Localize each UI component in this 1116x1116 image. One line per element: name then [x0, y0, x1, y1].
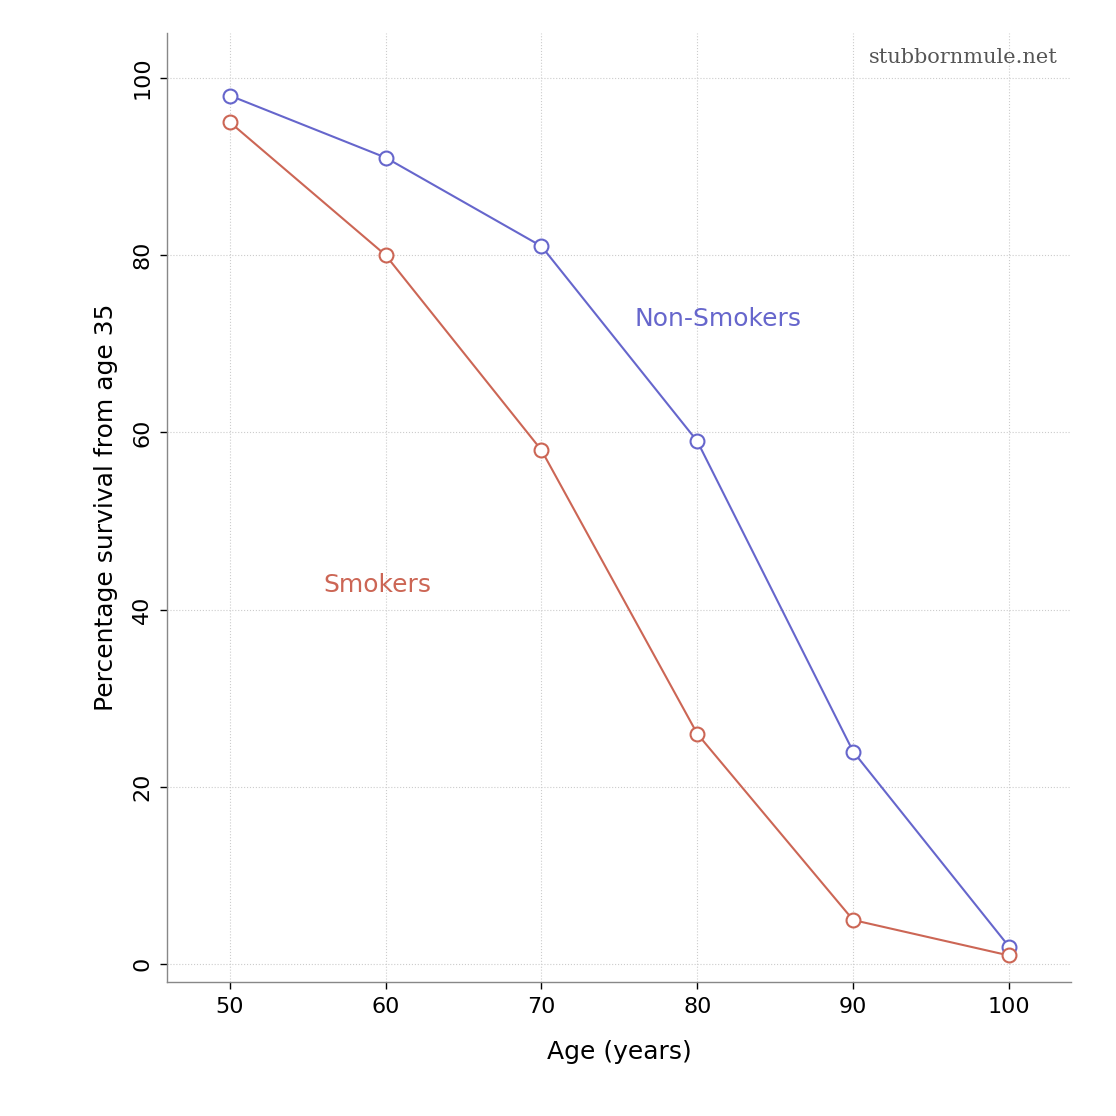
X-axis label: Age (years): Age (years): [547, 1040, 692, 1064]
Text: Non-Smokers: Non-Smokers: [635, 307, 802, 331]
Text: Smokers: Smokers: [324, 573, 431, 597]
Y-axis label: Percentage survival from age 35: Percentage survival from age 35: [94, 304, 118, 712]
Text: stubbornmule.net: stubbornmule.net: [869, 48, 1058, 67]
